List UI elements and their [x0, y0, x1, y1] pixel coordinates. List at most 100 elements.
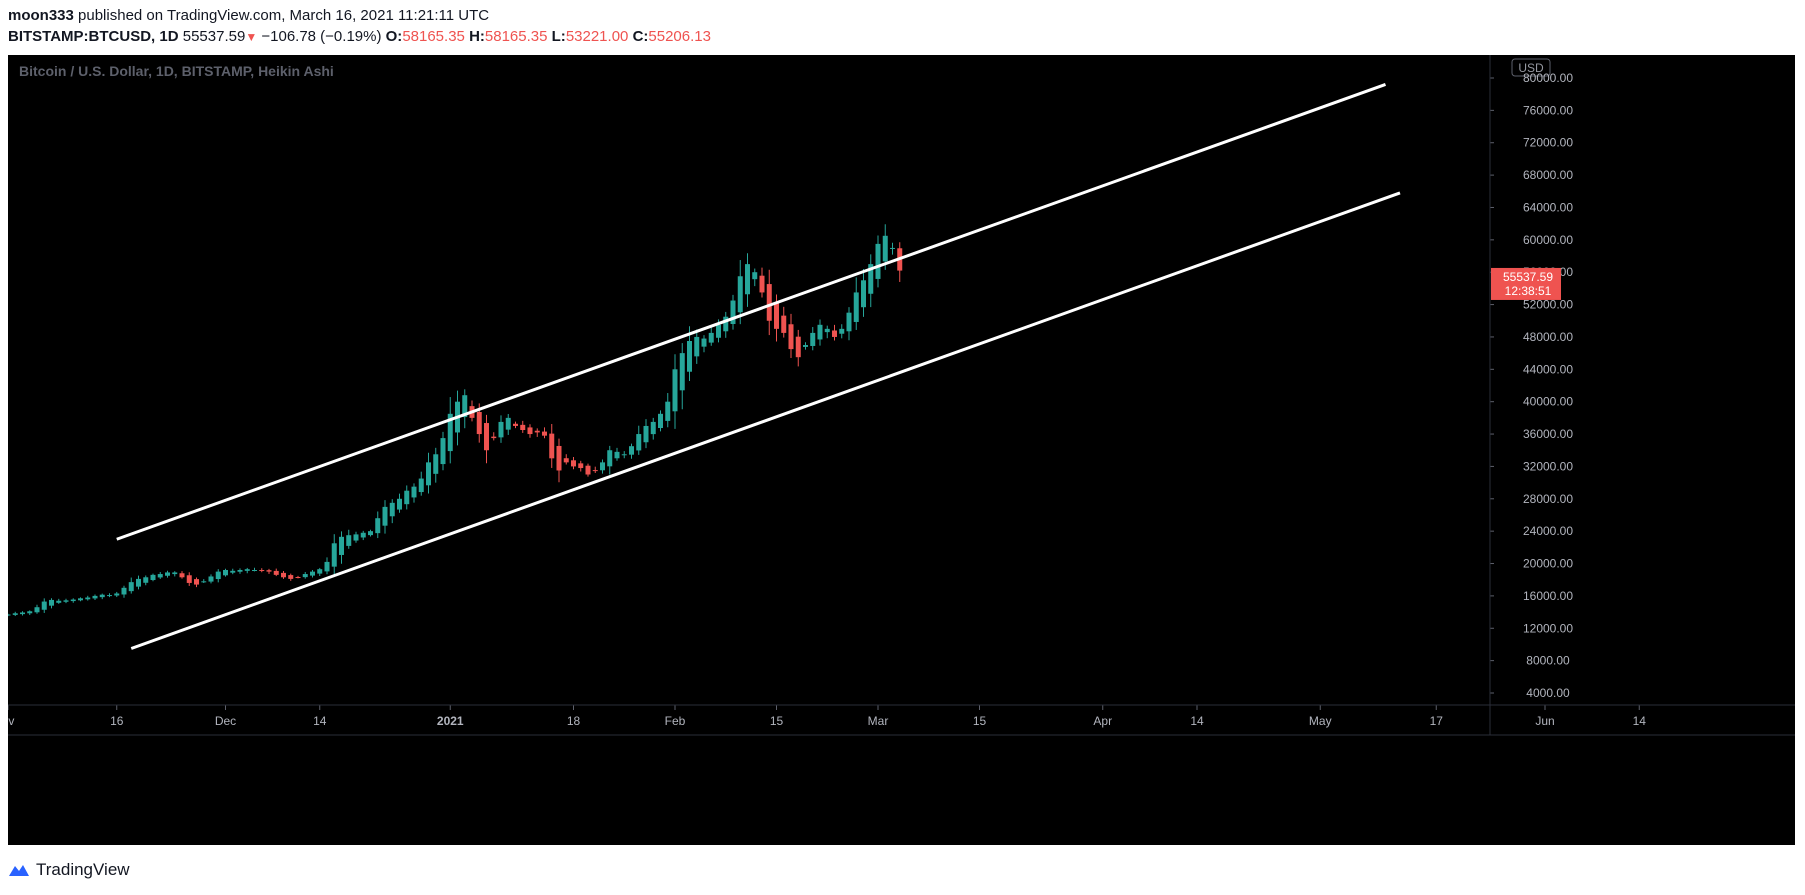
candle-body	[273, 570, 279, 575]
candle-body	[346, 535, 352, 546]
candle-body	[310, 571, 315, 576]
candle-body	[353, 534, 359, 541]
candle-body	[418, 478, 424, 493]
author-name[interactable]: moon333	[8, 7, 74, 24]
y-tick-label: 72000.00	[1523, 136, 1573, 150]
candle-body	[186, 575, 192, 583]
candle-body	[578, 463, 584, 469]
candle-body	[244, 569, 250, 571]
y-tick-label: 36000.00	[1523, 427, 1573, 441]
candle-body	[650, 421, 656, 435]
candle-body	[194, 579, 199, 585]
candle-body	[259, 570, 265, 572]
candle-body	[520, 424, 526, 431]
candle-body	[701, 338, 707, 347]
y-tick-label: 12000.00	[1523, 621, 1573, 635]
x-tick-label: 15	[973, 714, 987, 728]
candle-body	[832, 330, 837, 337]
high-label: H:	[469, 28, 485, 45]
candle-body	[592, 470, 598, 472]
time-axis[interactable]: ov 16 Dec 14 2021 18 Feb 15 Mar 15 Apr 14 May 17 Jun 14	[8, 705, 1646, 728]
x-tick-label: 14	[1190, 714, 1204, 728]
candle-body	[281, 572, 286, 578]
candle-body	[12, 613, 18, 615]
y-tick-label: 68000.00	[1523, 168, 1573, 182]
channel-lines-group[interactable]	[116, 83, 1401, 650]
candle-body	[136, 578, 141, 587]
down-arrow-icon: ▼	[245, 30, 258, 44]
candle-body	[27, 611, 33, 614]
y-tick-label: 44000.00	[1523, 362, 1573, 376]
candle-body	[585, 465, 591, 475]
candle-body	[375, 518, 381, 534]
candle-body	[853, 292, 859, 322]
candle-body	[339, 536, 344, 555]
candle-body	[404, 490, 410, 505]
candle-body	[288, 575, 294, 579]
candle-body	[368, 531, 373, 536]
candle-body	[230, 570, 236, 573]
candle-body	[745, 264, 750, 295]
candle-body	[121, 587, 127, 595]
last-price: 55537.59	[182, 28, 246, 45]
y-tick-label: 8000.00	[1526, 654, 1570, 668]
open-value: 58165.35	[402, 28, 465, 45]
candle-body	[295, 576, 301, 578]
candle-body	[433, 454, 439, 474]
currency-badge[interactable]	[1511, 58, 1551, 77]
candle-body	[694, 336, 700, 357]
open-label: O:	[385, 28, 403, 45]
chart-svg[interactable]: Bitcoin / U.S. Dollar, 1D, BITSTAMP, Hei…	[8, 55, 1795, 845]
candle-body	[107, 595, 112, 597]
candle-body	[730, 300, 736, 324]
candle-body	[34, 607, 40, 613]
candle-body	[614, 451, 620, 459]
candle-body	[629, 446, 634, 455]
x-tick-label: 15	[770, 714, 784, 728]
tradingview-logo-icon[interactable]	[8, 861, 30, 879]
currency-badge-label[interactable]: USD	[1518, 61, 1544, 75]
candle-body	[766, 284, 772, 321]
candle-body	[803, 345, 808, 347]
candle-body	[571, 460, 576, 467]
candle-body	[716, 324, 721, 338]
candle-body	[534, 430, 540, 433]
candle-body	[505, 417, 511, 430]
candle-body	[92, 595, 98, 599]
footer-brand[interactable]: TradingView	[36, 860, 130, 879]
candle-body	[99, 594, 105, 598]
published-text: published on TradingView.com, March 16, …	[78, 7, 490, 24]
candle-body	[41, 601, 47, 610]
lower-channel-line[interactable]	[130, 191, 1401, 650]
y-tick-label: 64000.00	[1523, 200, 1573, 214]
candle-body	[331, 543, 337, 567]
candle-body	[150, 574, 156, 581]
candle-body	[679, 353, 685, 391]
candle-body	[542, 431, 547, 436]
x-tick-label: ov	[8, 714, 14, 728]
x-tick-label: Jun	[1535, 714, 1554, 728]
candle-body	[527, 427, 533, 435]
y-tick-label: 52000.00	[1523, 298, 1573, 312]
y-tick-label: 28000.00	[1523, 492, 1573, 506]
price-change: −106.78 (−0.19%)	[261, 28, 382, 45]
candle-body	[890, 247, 895, 249]
candle-body	[447, 413, 453, 452]
upper-channel-line[interactable]	[116, 83, 1387, 541]
y-tick-label: 4000.00	[1526, 686, 1570, 700]
candle-body	[382, 506, 388, 526]
candle-body	[846, 312, 852, 332]
candle-body	[63, 600, 69, 602]
y-tick-label: 24000.00	[1523, 524, 1573, 538]
candle-body	[723, 316, 729, 332]
candle-body	[795, 336, 801, 358]
x-tick-label: Dec	[215, 714, 236, 728]
y-tick-label: 80000.00	[1523, 71, 1573, 85]
chart-header: moon333 published on TradingView.com, Ma…	[8, 6, 1788, 48]
candle-body	[817, 324, 823, 340]
candle-body	[875, 243, 881, 279]
y-tick-label: 76000.00	[1523, 103, 1573, 117]
candle-body	[426, 462, 431, 486]
chart-area[interactable]: Bitcoin / U.S. Dollar, 1D, BITSTAMP, Hei…	[8, 55, 1795, 845]
